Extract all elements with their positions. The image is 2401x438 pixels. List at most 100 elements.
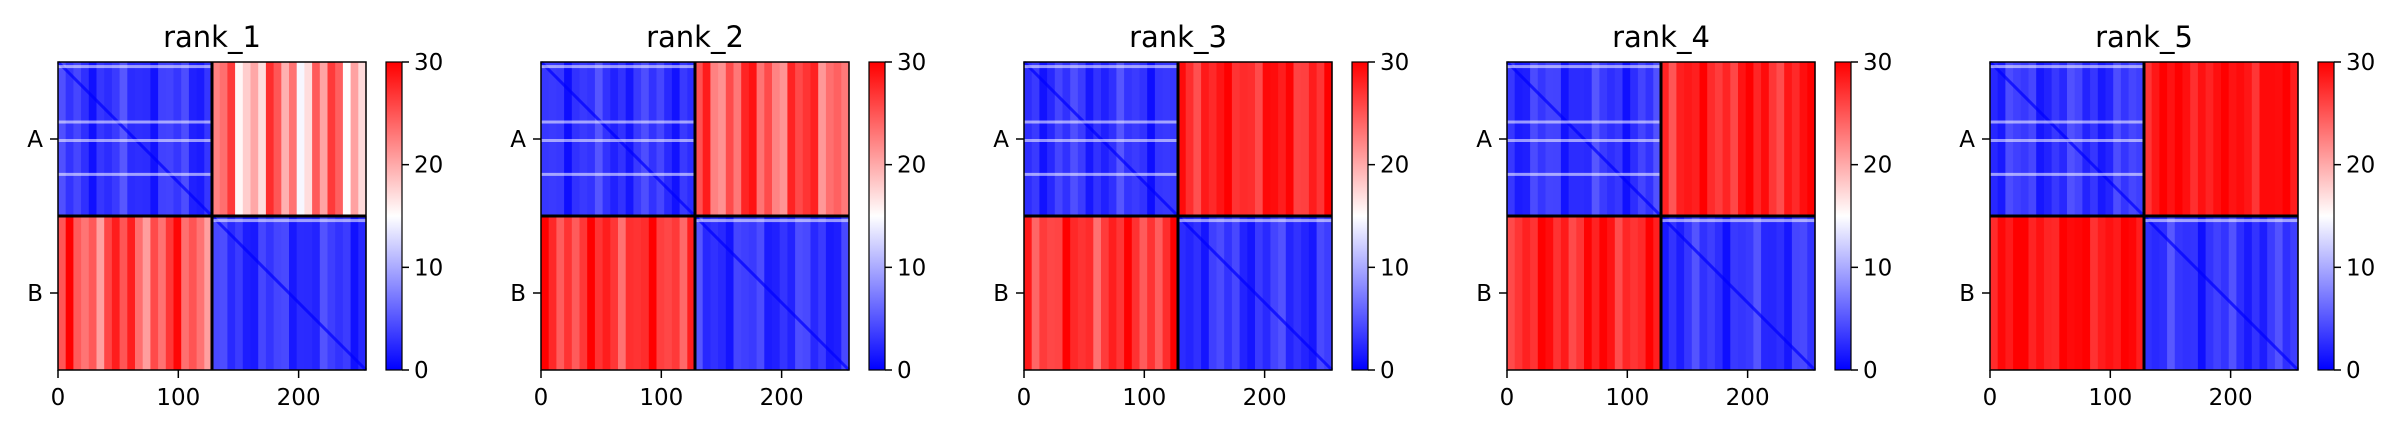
heatmap-block-B-B xyxy=(212,216,367,370)
heatmap-cell xyxy=(96,216,105,370)
heatmap-cell xyxy=(2090,216,2099,370)
colorbar-tick-label: 20 xyxy=(1380,153,1409,179)
heatmap-cell xyxy=(2274,62,2284,216)
colorbar-tick-label: 10 xyxy=(897,255,926,281)
heatmap-cell xyxy=(695,62,704,216)
heatmap-cell xyxy=(219,62,228,216)
heatmap-cell xyxy=(1684,216,1693,370)
heatmap-cell xyxy=(1614,216,1624,370)
heatmap-cell xyxy=(2128,216,2137,370)
heatmap-cell xyxy=(1761,62,1770,216)
heatmap-cell xyxy=(2221,62,2230,216)
heatmap-cell xyxy=(1568,216,1577,370)
heatmap-cell xyxy=(1776,216,1785,370)
x-tick-label: 100 xyxy=(1122,385,1166,411)
panel-rank_3: rank_3 A B 0 100 200 0 10 20 30 xyxy=(993,20,1409,411)
heatmap-cell xyxy=(312,216,321,370)
heatmap-cell xyxy=(1714,62,1724,216)
heatmap-cell xyxy=(733,62,742,216)
heatmap-cell xyxy=(242,216,252,370)
y-tick-label: A xyxy=(510,127,526,153)
panel-title: rank_2 xyxy=(646,20,744,54)
heatmap-cell xyxy=(2267,62,2276,216)
heatmap-cell xyxy=(2182,216,2191,370)
heatmap-cell xyxy=(1193,62,1202,216)
heatmap-cell xyxy=(1316,62,1325,216)
x-tick-label: 100 xyxy=(1605,385,1649,411)
heatmap-cell xyxy=(564,216,573,370)
heatmap-cell xyxy=(2067,216,2076,370)
heatmap-cell xyxy=(1730,62,1739,216)
colorbar-tick-label: 30 xyxy=(414,50,443,76)
x-tick-label: 200 xyxy=(1726,385,1770,411)
heatmap-cell xyxy=(1301,62,1310,216)
heatmap-cell xyxy=(1039,216,1048,370)
heatmap-cell xyxy=(695,216,704,370)
heatmap-cell xyxy=(825,216,835,370)
heatmap-cell xyxy=(342,216,352,370)
heatmap-cell xyxy=(1024,216,1033,370)
heatmap-cell xyxy=(1807,62,1816,216)
panel-rank_1: rank_1 A B 0 100 200 0 10 20 30 xyxy=(27,20,443,411)
heatmap-cell xyxy=(1178,216,1187,370)
heatmap-cell xyxy=(2228,62,2237,216)
heatmap-cell xyxy=(119,216,128,370)
heatmap-cell xyxy=(1047,216,1056,370)
heatmap-cell xyxy=(579,216,588,370)
heatmap-cell xyxy=(1761,216,1770,370)
heatmap-block-A-B xyxy=(1178,62,1333,216)
heatmap-cell xyxy=(825,62,835,216)
heatmap-cell xyxy=(1560,216,1570,370)
heatmap-cell xyxy=(1255,216,1264,370)
heatmap-cell xyxy=(1208,62,1218,216)
heatmap-cell xyxy=(2020,216,2030,370)
heatmap-cell xyxy=(756,62,765,216)
heatmap-cell xyxy=(1093,216,1102,370)
heatmap-cell xyxy=(204,216,213,370)
heatmap-cell xyxy=(327,216,336,370)
heatmap-block-B-A xyxy=(541,216,696,370)
heatmap-cell xyxy=(2167,216,2176,370)
heatmap-cell xyxy=(2190,62,2199,216)
heatmap-band xyxy=(58,172,212,176)
heatmap-cell xyxy=(2105,216,2114,370)
colorbar-tick-label: 30 xyxy=(1863,50,1892,76)
heatmap-band xyxy=(1507,139,1661,142)
heatmap-cell xyxy=(1691,62,1701,216)
heatmap-cell xyxy=(1247,62,1256,216)
heatmap-cell xyxy=(802,62,812,216)
heatmap-cell xyxy=(1262,216,1271,370)
heatmap-cell xyxy=(1784,216,1793,370)
heatmap-cell xyxy=(58,216,67,370)
heatmap-cell xyxy=(2174,216,2184,370)
colorbar xyxy=(1834,61,1852,371)
heatmap-cell xyxy=(1247,216,1256,370)
heatmap-cell xyxy=(548,216,557,370)
heatmap-cell xyxy=(242,62,252,216)
y-tick-label: B xyxy=(27,281,43,307)
heatmap-cell xyxy=(1170,216,1179,370)
heatmap-cell xyxy=(1154,216,1164,370)
heatmap-cell xyxy=(1054,216,1064,370)
x-tick-label: 0 xyxy=(51,385,66,411)
heatmap-cell xyxy=(1262,62,1271,216)
colorbar xyxy=(868,61,886,371)
heatmap-cell xyxy=(779,216,788,370)
heatmap-cell xyxy=(1077,216,1087,370)
heatmap-cell xyxy=(671,216,681,370)
heatmap-cell xyxy=(2290,216,2299,370)
panel-rank_4: rank_4 A B 0 100 200 0 10 20 30 xyxy=(1476,20,1892,411)
heatmap-band xyxy=(541,172,695,176)
x-tick-label: 0 xyxy=(1500,385,1515,411)
heatmap-cell xyxy=(1231,62,1241,216)
heatmap-cell xyxy=(2174,62,2184,216)
heatmap-cell xyxy=(1201,216,1210,370)
heatmap-cell xyxy=(1707,216,1716,370)
heatmap-cell xyxy=(2159,62,2168,216)
colorbar-tick-label: 0 xyxy=(414,358,429,384)
heatmap-band xyxy=(58,65,212,69)
colorbar-tick-label: 20 xyxy=(897,153,926,179)
heatmap-cell xyxy=(1062,216,1071,370)
heatmap-cell xyxy=(1545,216,1554,370)
heatmap-cell xyxy=(2259,62,2268,216)
